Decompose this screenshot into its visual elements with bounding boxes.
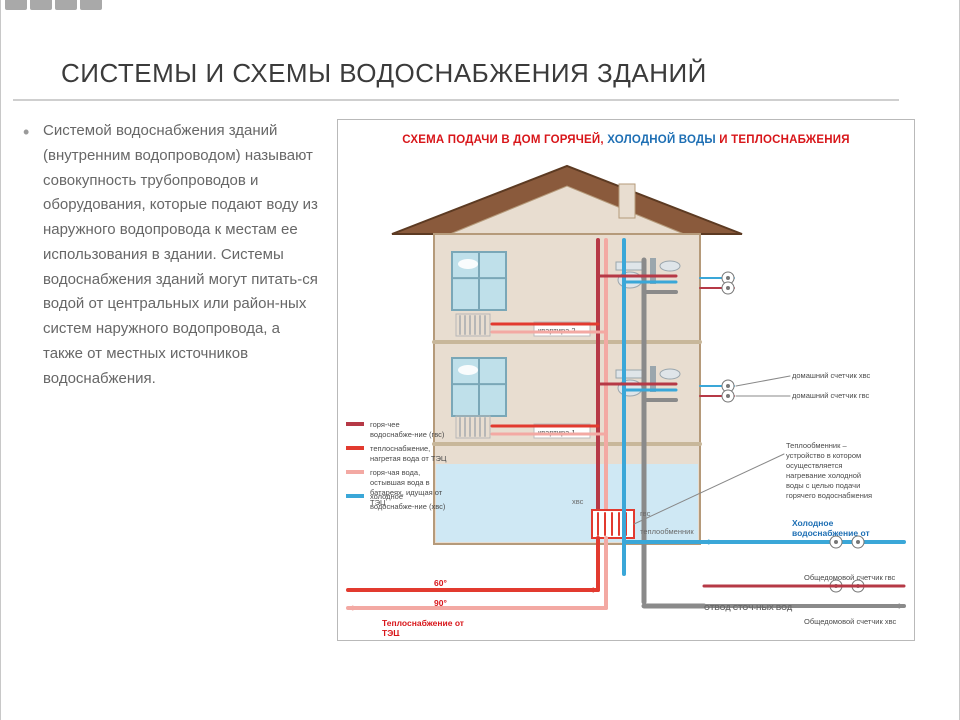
- bullet-item: • Системой водоснабжения зданий (внутрен…: [23, 119, 323, 391]
- svg-text:домашний счетчик хвс: домашний счетчик хвс: [792, 371, 871, 380]
- text-column: • Системой водоснабжения зданий (внутрен…: [13, 119, 323, 641]
- slide: СИСТЕМЫ И СХЕМЫ ВОДОСНАБЖЕНИЯ ЗДАНИЙ • С…: [0, 0, 960, 720]
- content-columns: • Системой водоснабжения зданий (внутрен…: [13, 119, 947, 641]
- diagram-svg: квартира 2квартира 1домашний счетчик хвс…: [338, 148, 914, 636]
- svg-text:Холодноеводоснабжение от: Холодноеводоснабжение от: [792, 518, 870, 538]
- svg-text:Общедомовой счетчик гвс: Общедомовой счетчик гвс: [804, 573, 895, 582]
- body-text: Системой водоснабжения зданий (внутренни…: [43, 119, 323, 391]
- svg-text:ОТВОД СТОЧ-НЫХ ВОД: ОТВОД СТОЧ-НЫХ ВОД: [704, 603, 793, 612]
- diagram-panel: СХЕМА ПОДАЧИ В ДОМ ГОРЯЧЕЙ, ХОЛОДНОЙ ВОД…: [337, 119, 915, 641]
- svg-text:60°: 60°: [434, 578, 447, 588]
- deck-tabs: [1, 0, 959, 10]
- diagram-title: СХЕМА ПОДАЧИ В ДОМ ГОРЯЧЕЙ, ХОЛОДНОЙ ВОД…: [344, 134, 908, 146]
- svg-text:Теплоснабжение отТЭЦ: Теплоснабжение отТЭЦ: [382, 618, 464, 636]
- page-title: СИСТЕМЫ И СХЕМЫ ВОДОСНАБЖЕНИЯ ЗДАНИЙ: [61, 58, 947, 89]
- svg-text:домашний счетчик гвс: домашний счетчик гвс: [792, 391, 870, 400]
- svg-text:Теплообменник –устройство в ко: Теплообменник –устройство в которомосуще…: [786, 441, 872, 500]
- diagram-column: СХЕМА ПОДАЧИ В ДОМ ГОРЯЧЕЙ, ХОЛОДНОЙ ВОД…: [337, 119, 947, 641]
- svg-text:хвс: хвс: [572, 497, 584, 506]
- svg-text:90°: 90°: [434, 598, 447, 608]
- title-rule: [13, 99, 899, 101]
- svg-text:теплообменник: теплообменник: [640, 527, 694, 536]
- bullet-mark: •: [23, 119, 33, 391]
- title-wrap: СИСТЕМЫ И СХЕМЫ ВОДОСНАБЖЕНИЯ ЗДАНИЙ: [61, 58, 947, 89]
- svg-text:Общедомовой счетчик хвс: Общедомовой счетчик хвс: [804, 617, 896, 626]
